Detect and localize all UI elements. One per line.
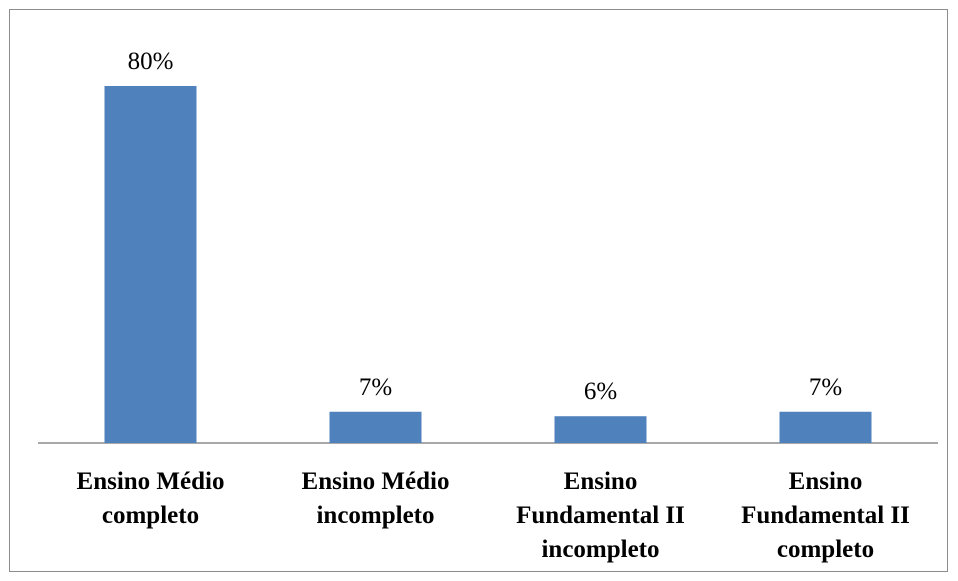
data-label-3: 6% <box>584 378 617 405</box>
category-label-4-line-2: Fundamental II <box>741 502 910 529</box>
category-label-1-line-2: completo <box>102 502 199 529</box>
category-labels-group: Ensino Médio completo Ensino Médio incomple… <box>77 468 910 563</box>
bars-group <box>104 86 872 443</box>
bar-1 <box>104 86 197 443</box>
data-label-1: 80% <box>128 48 174 75</box>
category-label-2-line-2: incompleto <box>316 502 434 529</box>
category-label-1: Ensino Médio completo <box>77 468 225 529</box>
data-label-2: 7% <box>359 374 392 401</box>
category-label-4: Ensino Fundamental II completo <box>741 468 910 563</box>
category-label-1-line-1: Ensino Médio <box>77 468 225 495</box>
category-label-2-line-1: Ensino Médio <box>302 468 450 495</box>
bar-4 <box>779 411 872 443</box>
data-labels-group: 80% 7% 6% 7% <box>128 48 843 405</box>
data-label-4: 7% <box>809 374 842 401</box>
category-label-3-line-1: Ensino <box>564 468 638 495</box>
category-label-4-line-3: completo <box>777 536 874 563</box>
category-label-3-line-2: Fundamental II <box>516 502 685 529</box>
category-label-4-line-1: Ensino <box>789 468 863 495</box>
bar-2 <box>329 411 422 443</box>
category-label-2: Ensino Médio incompleto <box>302 468 450 529</box>
category-label-3: Ensino Fundamental II incompleto <box>516 468 685 563</box>
bar-3 <box>554 416 647 443</box>
category-label-3-line-3: incompleto <box>541 536 659 563</box>
